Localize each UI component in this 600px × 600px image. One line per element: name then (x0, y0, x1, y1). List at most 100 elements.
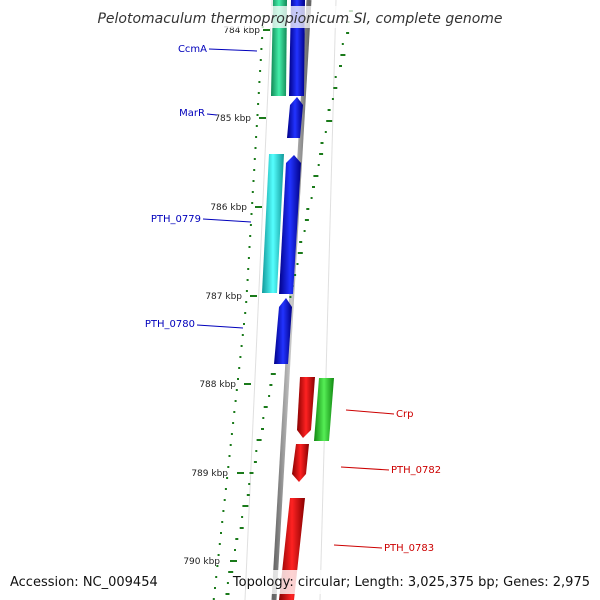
gc-dash (255, 136, 258, 138)
gc-dash (222, 510, 225, 512)
gc-dash (320, 142, 324, 144)
tick-label-790: 790 kbp (183, 557, 220, 567)
gene-label-pth0783[interactable]: PTH_0783 (384, 543, 434, 554)
gc-dash (223, 499, 226, 501)
gc-dash (234, 549, 236, 551)
gc-dash (313, 175, 319, 177)
gene-label-crp[interactable]: Crp (396, 409, 413, 420)
gc-dash (262, 417, 265, 419)
gene-label-pth0779[interactable]: PTH_0779 (151, 214, 201, 225)
gene-label-ccma[interactable]: CcmA (178, 44, 207, 55)
tick-label-788: 788 kbp (199, 380, 236, 390)
gene-label-marr[interactable]: MarR (179, 108, 205, 119)
cds-pth0782 (292, 444, 309, 482)
gc-dash (228, 455, 231, 457)
gc-dash (326, 120, 333, 122)
tick-label-789: 789 kbp (191, 469, 228, 479)
gc-dash (255, 450, 258, 452)
gc-dash (214, 587, 216, 589)
gc-dash (247, 257, 250, 259)
leader-line-ccma (208, 48, 258, 52)
outer-ring-edge-left (244, 0, 273, 600)
gc-dash (226, 477, 229, 479)
gc-dash (238, 367, 241, 369)
gc-dash (242, 505, 249, 507)
gc-dash (255, 125, 258, 127)
gene-label-pth0780[interactable]: PTH_0780 (145, 319, 195, 330)
gc-dash (212, 598, 215, 600)
gc-dash (254, 147, 257, 149)
gc-dash (331, 98, 334, 100)
gc-dash (245, 301, 248, 303)
gc-dash (226, 582, 229, 584)
gc-dash (247, 268, 250, 270)
gc-dash (244, 312, 247, 314)
gc-dash (234, 400, 237, 402)
gc-dash (253, 169, 256, 171)
gene-label-pth0782[interactable]: PTH_0782 (391, 465, 441, 476)
gc-dash (306, 208, 310, 210)
gc-dash (240, 345, 243, 347)
gc-dash (227, 466, 230, 468)
gc-dash (304, 219, 309, 221)
gc-dash (232, 422, 235, 424)
cds-marr (287, 97, 303, 138)
gc-dash (256, 114, 259, 116)
gc-dash (218, 543, 221, 545)
gc-dash (324, 131, 327, 133)
leader-line-crp (345, 409, 395, 415)
gc-dash (220, 532, 222, 534)
leader-line-pth0783 (333, 544, 383, 549)
gc-dash (256, 439, 262, 441)
gc-dash (257, 92, 260, 94)
gc-dash (319, 153, 324, 155)
gc-dash (237, 378, 239, 380)
gc-dash (243, 323, 245, 325)
gc-dash (263, 406, 268, 408)
cds-crp (297, 377, 315, 438)
gc-dash (225, 593, 230, 595)
gc-dash (249, 235, 252, 237)
footer-backdrop-left (0, 570, 160, 594)
cds-pth0780 (274, 298, 292, 364)
gc-dash (245, 290, 248, 292)
gene-labels: CcmA MarR PTH_0779 PTH_0780 Crp PTH_0782… (145, 44, 441, 554)
gc-dash (228, 571, 234, 573)
gc-dash (246, 279, 249, 281)
gc-dash (260, 48, 263, 50)
footer-backdrop-right (258, 570, 600, 594)
gc-dash (248, 483, 251, 485)
gc-dash (249, 472, 254, 474)
cog-block-pth0779 (262, 154, 284, 293)
gc-dash (299, 241, 303, 243)
gc-dash (269, 384, 273, 386)
gc-dash (251, 202, 254, 204)
gc-dash (230, 433, 233, 435)
cds-pth0779 (279, 155, 301, 294)
gc-dash (239, 356, 242, 358)
title-backdrop (95, 6, 505, 28)
leader-line-pth0779 (202, 218, 252, 223)
gc-dash (215, 576, 218, 578)
gc-dash (297, 252, 303, 254)
gc-dash (216, 565, 219, 567)
gc-dash (233, 411, 236, 413)
gc-dash (312, 186, 315, 188)
map-title: Pelotomaculum thermopropionicum SI, comp… (97, 11, 502, 27)
gc-dash (317, 164, 320, 166)
gc-dash (261, 37, 264, 39)
gc-dash (235, 389, 238, 391)
gc-dash (257, 103, 260, 105)
gc-dash (221, 521, 224, 523)
gc-dash (339, 65, 342, 67)
gc-dash (327, 109, 331, 111)
gc-dash (251, 191, 254, 193)
scale-ticks: 784 kbp 785 kbp 786 kbp 787 kbp 788 kbp … (183, 26, 270, 567)
cog-block-crp (314, 378, 334, 441)
gc-dash (259, 70, 262, 72)
outer-ring-edge-right (319, 0, 337, 600)
gc-dash (241, 334, 244, 336)
gc-dash (268, 395, 271, 397)
topology-text: Topology: circular; Length: 3,025,375 bp… (232, 575, 590, 590)
